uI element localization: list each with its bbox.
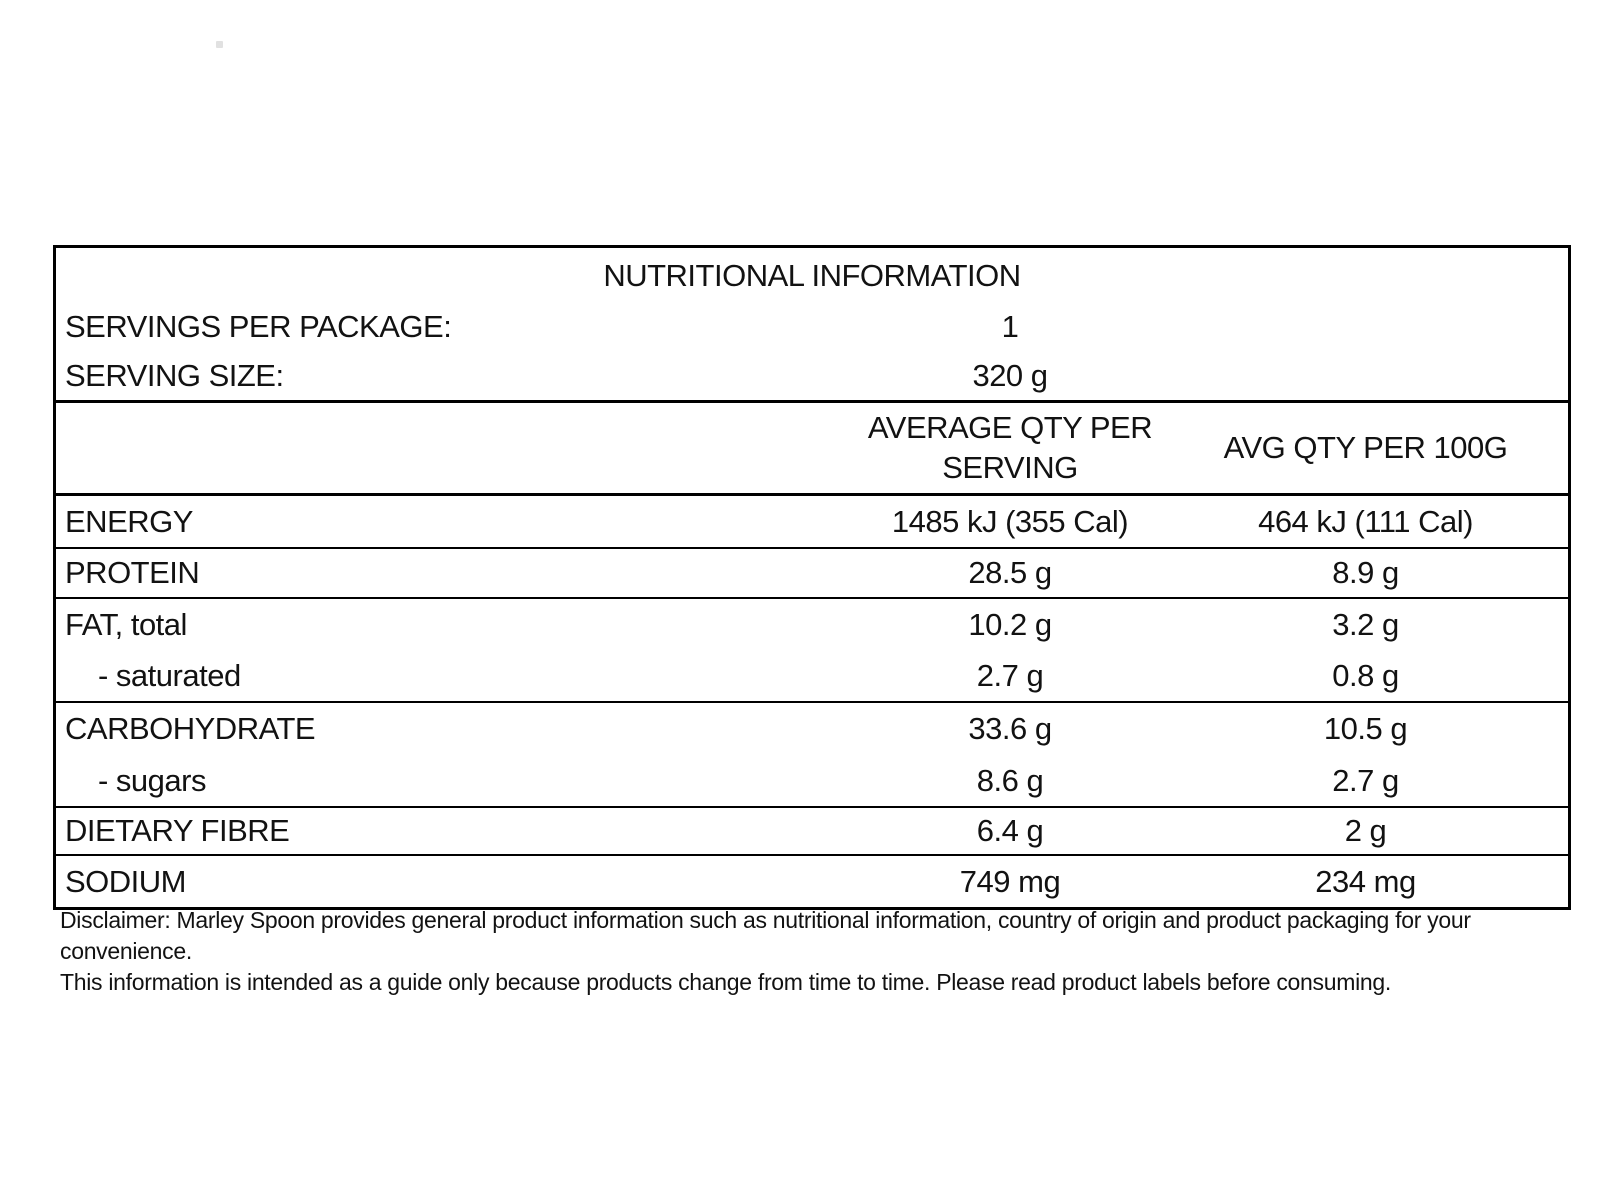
nutrient-label: - saturated <box>98 658 241 694</box>
servings-per-package-label: SERVINGS PER PACKAGE: <box>65 309 452 345</box>
value-per-serving: 8.6 g <box>976 762 1044 798</box>
nutrition-table: NUTRITIONAL INFORMATION SERVINGS PER PAC… <box>53 245 1571 910</box>
value-per-100g: 0.8 g <box>1332 658 1399 694</box>
value-per-serving: 749 mg <box>959 863 1061 899</box>
disclaimer: Disclaimer: Marley Spoon provides genera… <box>60 905 1540 998</box>
nutrient-row-fat-total: FAT, total 10.2 g 3.2 g <box>56 599 1568 651</box>
value-per-serving: 10.2 g <box>968 607 1052 643</box>
value-per-serving: 28.5 g <box>968 555 1052 591</box>
value-per-serving: 33.6 g <box>968 711 1052 747</box>
serving-size-label: SERVING SIZE: <box>65 357 284 393</box>
value-per-100g: 234 mg <box>1315 863 1416 899</box>
nutrient-label: PROTEIN <box>65 555 200 591</box>
nutrient-row-fat-saturated: - saturated 2.7 g 0.8 g <box>56 651 1568 703</box>
nutrient-label: - sugars <box>98 762 206 798</box>
serving-size-value: 320 g <box>972 357 1048 393</box>
servings-per-package-value: 1 <box>1001 309 1019 345</box>
value-per-100g: 10.5 g <box>1323 711 1408 747</box>
table-title-row: NUTRITIONAL INFORMATION <box>56 248 1568 303</box>
value-per-serving: 1485 kJ (355 Cal) <box>891 503 1129 539</box>
nutrient-label: FAT, total <box>65 607 187 643</box>
column-header-per-100g: AVG QTY PER 100G <box>1223 430 1508 466</box>
nutrient-row-sugars: - sugars 8.6 g 2.7 g <box>56 755 1568 808</box>
nutrient-label: CARBOHYDRATE <box>65 711 316 747</box>
nutrient-row-energy: ENERGY 1485 kJ (355 Cal) 464 kJ (111 Cal… <box>56 496 1568 549</box>
disclaimer-line-1: Disclaimer: Marley Spoon provides genera… <box>60 907 1471 964</box>
value-per-100g: 464 kJ (111 Cal) <box>1258 503 1473 539</box>
nutrient-row-carbohydrate: CARBOHYDRATE 33.6 g 10.5 g <box>56 703 1568 755</box>
value-per-100g: 2.7 g <box>1332 762 1399 798</box>
nutrient-label: DIETARY FIBRE <box>65 813 290 849</box>
value-per-serving: 6.4 g <box>976 813 1044 849</box>
value-per-serving: 2.7 g <box>976 658 1044 694</box>
value-per-100g: 3.2 g <box>1332 607 1399 643</box>
serving-size-row: SERVING SIZE: 320 g <box>56 351 1568 403</box>
nutrient-label: ENERGY <box>65 503 193 539</box>
table-title: NUTRITIONAL INFORMATION <box>603 257 1021 293</box>
servings-per-package-row: SERVINGS PER PACKAGE: 1 <box>56 303 1568 351</box>
nutrient-row-dietary-fibre: DIETARY FIBRE 6.4 g 2 g <box>56 808 1568 856</box>
column-header-per-serving: AVERAGE QTY PER SERVING <box>867 409 1153 485</box>
scan-artifact <box>216 41 223 48</box>
value-per-100g: 8.9 g <box>1332 555 1399 591</box>
disclaimer-line-2: This information is intended as a guide … <box>60 969 1391 995</box>
nutrient-row-protein: PROTEIN 28.5 g 8.9 g <box>56 549 1568 599</box>
value-per-100g: 2 g <box>1344 813 1387 849</box>
column-header-row: AVERAGE QTY PER SERVING AVG QTY PER 100G <box>56 403 1568 496</box>
nutrient-row-sodium: SODIUM 749 mg 234 mg <box>56 856 1568 907</box>
nutrient-label: SODIUM <box>65 863 187 899</box>
